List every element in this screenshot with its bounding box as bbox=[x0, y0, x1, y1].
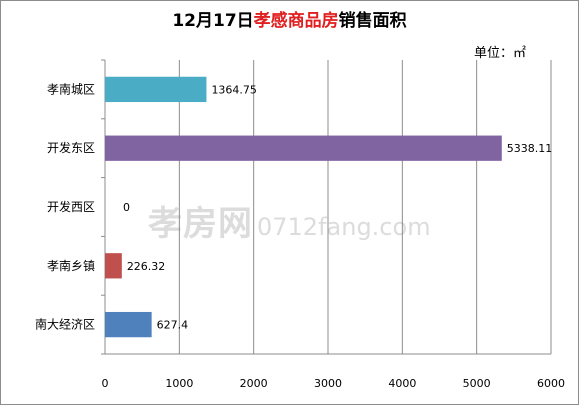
watermark-text: 孝房网 bbox=[148, 204, 253, 244]
x-tick-label: 5000 bbox=[463, 377, 491, 390]
bar bbox=[105, 253, 122, 279]
category-label: 开发西区 bbox=[47, 199, 95, 214]
value-label: 1364.75 bbox=[211, 83, 257, 96]
value-label: 627.4 bbox=[157, 319, 189, 332]
bar bbox=[105, 135, 502, 161]
x-tick-label: 6000 bbox=[537, 377, 565, 390]
x-tick-label: 0 bbox=[102, 377, 109, 390]
value-label: 226.32 bbox=[127, 260, 166, 273]
category-label: 开发东区 bbox=[47, 140, 95, 155]
value-label: 0 bbox=[123, 201, 130, 214]
chart-title-suffix: 销售面积 bbox=[338, 11, 407, 31]
unit-label: 单位：㎡ bbox=[473, 46, 526, 61]
watermark-url: 0712fang.com bbox=[257, 213, 431, 241]
value-label: 5338.11 bbox=[507, 142, 553, 155]
watermark: 孝房网 0712fang.com bbox=[148, 196, 431, 245]
x-tick-label: 1000 bbox=[165, 377, 193, 390]
chart-title-date: 12月17日 bbox=[172, 11, 254, 31]
bar bbox=[105, 76, 207, 103]
x-tick-label: 3000 bbox=[314, 377, 342, 390]
bar bbox=[105, 311, 152, 338]
chart-title-highlight: 孝感商品房 bbox=[253, 11, 339, 31]
x-tick-label: 4000 bbox=[388, 377, 416, 390]
chart-title: 12月17日孝感商品房销售面积 bbox=[0, 6, 579, 31]
x-tick-label: 2000 bbox=[240, 377, 268, 390]
category-label: 孝南乡镇 bbox=[47, 258, 95, 273]
category-label: 南大经济区 bbox=[35, 317, 95, 332]
category-label: 孝南城区 bbox=[47, 81, 95, 96]
